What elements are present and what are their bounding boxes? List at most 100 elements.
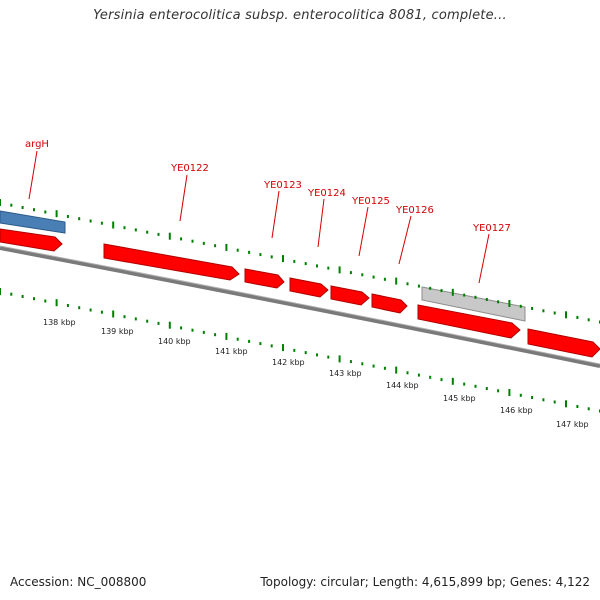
minor-tick bbox=[383, 366, 386, 370]
minor-tick bbox=[270, 255, 273, 259]
scale-label-140: 140 kbp bbox=[158, 337, 191, 346]
minor-tick bbox=[553, 400, 556, 404]
gene-YE0127-arrow[interactable] bbox=[421, 286, 526, 322]
major-tick bbox=[112, 221, 115, 229]
minor-tick bbox=[361, 273, 364, 277]
gene-label-YE0126: YE0126 bbox=[395, 205, 434, 216]
minor-tick bbox=[519, 304, 522, 308]
minor-tick bbox=[44, 210, 47, 214]
minor-tick bbox=[417, 284, 420, 288]
minor-tick bbox=[259, 253, 262, 257]
major-tick bbox=[112, 310, 115, 318]
minor-tick bbox=[248, 250, 251, 254]
gene-arrow[interactable] bbox=[0, 228, 63, 252]
minor-tick bbox=[474, 295, 477, 299]
minor-tick bbox=[78, 217, 81, 221]
minor-tick bbox=[497, 300, 500, 304]
gene-arrow[interactable] bbox=[417, 304, 521, 339]
lower-scale-track bbox=[0, 288, 600, 413]
minor-tick bbox=[123, 315, 126, 319]
minor-tick bbox=[372, 275, 375, 279]
minor-tick bbox=[485, 387, 488, 390]
major-tick bbox=[168, 232, 171, 240]
minor-tick bbox=[21, 295, 24, 298]
minor-tick bbox=[157, 232, 160, 236]
topology-summary: Topology: circular; Length: 4,615,899 bp… bbox=[260, 575, 590, 589]
minor-tick bbox=[304, 351, 307, 355]
minor-tick bbox=[553, 311, 556, 315]
minor-tick bbox=[429, 375, 432, 379]
minor-tick bbox=[146, 230, 149, 234]
minor-tick bbox=[349, 360, 352, 364]
minor-tick bbox=[327, 355, 330, 359]
gene-label-argH: argH bbox=[25, 139, 49, 150]
major-tick bbox=[338, 355, 341, 363]
scale-label-138: 138 kbp bbox=[43, 318, 76, 327]
minor-tick bbox=[66, 304, 69, 307]
gene-arrow[interactable] bbox=[527, 328, 600, 358]
minor-tick bbox=[293, 348, 296, 352]
minor-tick bbox=[531, 396, 534, 399]
minor-tick bbox=[134, 228, 137, 232]
major-tick bbox=[565, 311, 567, 319]
minor-tick bbox=[270, 344, 273, 348]
minor-tick bbox=[214, 333, 217, 337]
minor-tick bbox=[134, 317, 137, 321]
minor-tick bbox=[146, 319, 149, 323]
minor-tick bbox=[100, 310, 103, 314]
gene-YE0124-arrow[interactable] bbox=[289, 277, 329, 298]
major-tick bbox=[395, 366, 398, 374]
gene-argH-arrow[interactable] bbox=[0, 210, 66, 234]
minor-tick bbox=[259, 342, 262, 346]
major-tick bbox=[55, 210, 58, 218]
minor-tick bbox=[587, 318, 590, 322]
minor-tick bbox=[542, 398, 545, 402]
gene-YE0123-arrow[interactable] bbox=[244, 268, 285, 289]
minor-tick bbox=[417, 373, 420, 377]
upper-scale-track bbox=[0, 199, 600, 324]
major-tick bbox=[225, 243, 228, 251]
minor-tick bbox=[429, 286, 432, 290]
minor-tick bbox=[440, 289, 443, 293]
scale-label-141: 141 kbp bbox=[215, 347, 248, 356]
minor-tick bbox=[33, 208, 35, 212]
minor-tick bbox=[123, 226, 126, 230]
minor-tick bbox=[202, 330, 205, 334]
minor-tick bbox=[191, 328, 194, 332]
gene-YE0125-arrow[interactable] bbox=[330, 285, 370, 306]
gene-YE0122-arrow[interactable] bbox=[103, 243, 240, 281]
minor-tick bbox=[497, 389, 500, 393]
major-tick bbox=[565, 400, 567, 408]
scale-label-144: 144 kbp bbox=[386, 381, 419, 390]
scale-label-146: 146 kbp bbox=[500, 406, 533, 415]
minor-tick bbox=[236, 337, 239, 341]
scale-label-143: 143 kbp bbox=[329, 369, 362, 378]
minor-tick bbox=[89, 308, 92, 312]
minor-tick bbox=[44, 299, 47, 303]
major-tick bbox=[55, 299, 58, 307]
minor-tick bbox=[383, 277, 386, 281]
minor-tick bbox=[21, 206, 24, 209]
gene-label-YE0123: YE0123 bbox=[263, 180, 302, 191]
scale-label-139: 139 kbp bbox=[101, 327, 134, 336]
minor-tick bbox=[157, 321, 160, 325]
minor-tick bbox=[406, 282, 409, 286]
minor-tick bbox=[214, 244, 217, 248]
minor-tick bbox=[316, 264, 318, 268]
minor-tick bbox=[519, 393, 522, 397]
minor-tick bbox=[10, 292, 13, 296]
accession-text: Accession: NC_008800 bbox=[10, 575, 147, 589]
minor-tick bbox=[372, 364, 375, 368]
minor-tick bbox=[463, 382, 466, 386]
minor-tick bbox=[406, 371, 409, 375]
minor-tick bbox=[316, 353, 318, 357]
major-tick bbox=[451, 377, 454, 385]
major-tick bbox=[508, 300, 511, 307]
major-tick bbox=[0, 199, 1, 206]
gene-YE0126-arrow[interactable] bbox=[371, 293, 408, 314]
minor-tick bbox=[180, 237, 183, 241]
minor-tick bbox=[440, 378, 443, 382]
minor-tick bbox=[78, 306, 81, 310]
gene-label-YE0127: YE0127 bbox=[472, 223, 511, 234]
